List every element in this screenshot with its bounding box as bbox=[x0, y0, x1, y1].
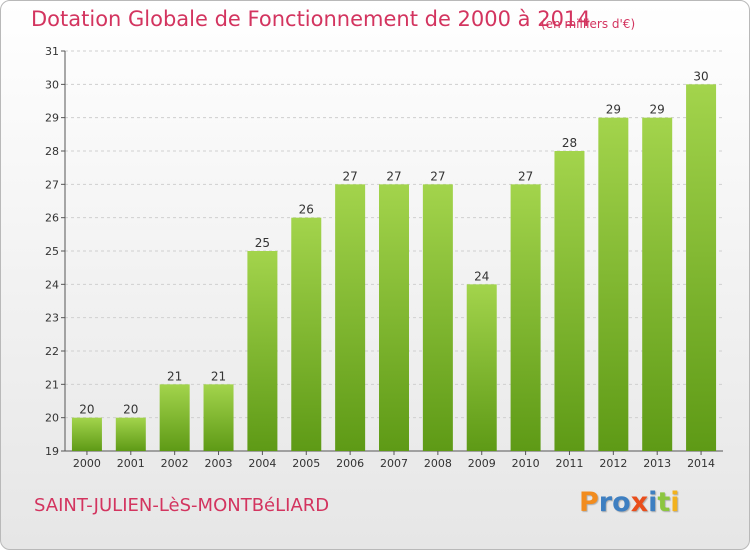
x-tick-label: 2014 bbox=[687, 457, 715, 470]
bar-2007 bbox=[379, 184, 409, 452]
data-label: 26 bbox=[299, 203, 314, 217]
brand-letter: i bbox=[648, 487, 658, 518]
x-tick-label: 2001 bbox=[117, 457, 145, 470]
data-label: 25 bbox=[255, 236, 270, 250]
commune-name: SAINT-JULIEN-LèS-MONTBéLIARD bbox=[34, 495, 330, 516]
bar-2009 bbox=[466, 284, 497, 451]
y-tick-label: 20 bbox=[45, 412, 59, 425]
y-tick-label: 28 bbox=[45, 145, 59, 158]
y-tick-label: 24 bbox=[45, 278, 59, 291]
y-tick-label: 22 bbox=[45, 345, 59, 358]
y-tick-label: 29 bbox=[45, 112, 59, 125]
brand-letter: r bbox=[598, 487, 613, 518]
x-tick-label: 2003 bbox=[205, 457, 233, 470]
bar-2000 bbox=[71, 417, 102, 451]
bars bbox=[71, 84, 717, 452]
bar-2004 bbox=[247, 251, 278, 451]
y-tick-label: 19 bbox=[45, 445, 59, 458]
data-label: 20 bbox=[123, 403, 138, 417]
brand-letter: x bbox=[630, 487, 649, 518]
data-label: 21 bbox=[167, 369, 182, 383]
data-label: 28 bbox=[562, 136, 577, 150]
x-tick-label: 2000 bbox=[73, 457, 101, 470]
x-tick-label: 2005 bbox=[292, 457, 320, 470]
brand-letter: t bbox=[657, 487, 671, 518]
chart-title: Dotation Globale de Fonctionnement de 20… bbox=[31, 7, 591, 31]
y-tick-label: 27 bbox=[45, 178, 59, 191]
brand-letter: P bbox=[579, 487, 599, 518]
y-tick-label: 26 bbox=[45, 212, 59, 225]
bar-2008 bbox=[422, 184, 453, 452]
bar-2006 bbox=[335, 184, 366, 452]
data-label: 27 bbox=[386, 169, 401, 183]
y-tick-label: 21 bbox=[45, 378, 59, 391]
x-tick-label: 2009 bbox=[468, 457, 496, 470]
chart-unit: (en milliers d'€) bbox=[541, 17, 636, 31]
brand-logo: Proxiti bbox=[579, 487, 680, 518]
data-label: 27 bbox=[430, 169, 445, 183]
y-tick-label: 25 bbox=[45, 245, 59, 258]
data-label: 29 bbox=[606, 103, 621, 117]
data-label: 20 bbox=[79, 403, 94, 417]
bar-2011 bbox=[554, 151, 585, 451]
bar-2001 bbox=[115, 417, 146, 451]
data-labels: 20 20 21 21 25 26 27 27 27 24 27 28 29 29 30 bbox=[79, 69, 708, 416]
bar-2002 bbox=[159, 384, 190, 451]
x-tick-label: 2007 bbox=[380, 457, 408, 470]
data-label: 21 bbox=[211, 369, 226, 383]
x-tick-label: 2012 bbox=[599, 457, 627, 470]
bar-2010 bbox=[510, 184, 541, 452]
x-tick-label: 2011 bbox=[555, 457, 583, 470]
data-label: 27 bbox=[518, 169, 533, 183]
bar-2012 bbox=[598, 117, 629, 452]
y-tick-label: 23 bbox=[45, 312, 59, 325]
bar-2013 bbox=[642, 117, 673, 452]
data-label: 29 bbox=[650, 103, 665, 117]
y-tick-label: 30 bbox=[45, 78, 59, 91]
data-label: 30 bbox=[693, 69, 708, 83]
data-label: 27 bbox=[342, 169, 357, 183]
x-tick-label: 2010 bbox=[512, 457, 540, 470]
brand-letter: o bbox=[612, 487, 631, 518]
x-tick-label: 2002 bbox=[161, 457, 189, 470]
x-tick-label: 2004 bbox=[248, 457, 276, 470]
x-tick-label: 2006 bbox=[336, 457, 364, 470]
bar-2014 bbox=[686, 84, 717, 451]
x-tick-label: 2013 bbox=[643, 457, 671, 470]
data-label: 24 bbox=[474, 269, 489, 283]
bar-2003 bbox=[203, 384, 234, 451]
y-tick-label: 31 bbox=[45, 45, 59, 58]
x-tick-label: 2008 bbox=[424, 457, 452, 470]
bar-2005 bbox=[291, 217, 322, 451]
brand-letter: i bbox=[670, 487, 680, 518]
